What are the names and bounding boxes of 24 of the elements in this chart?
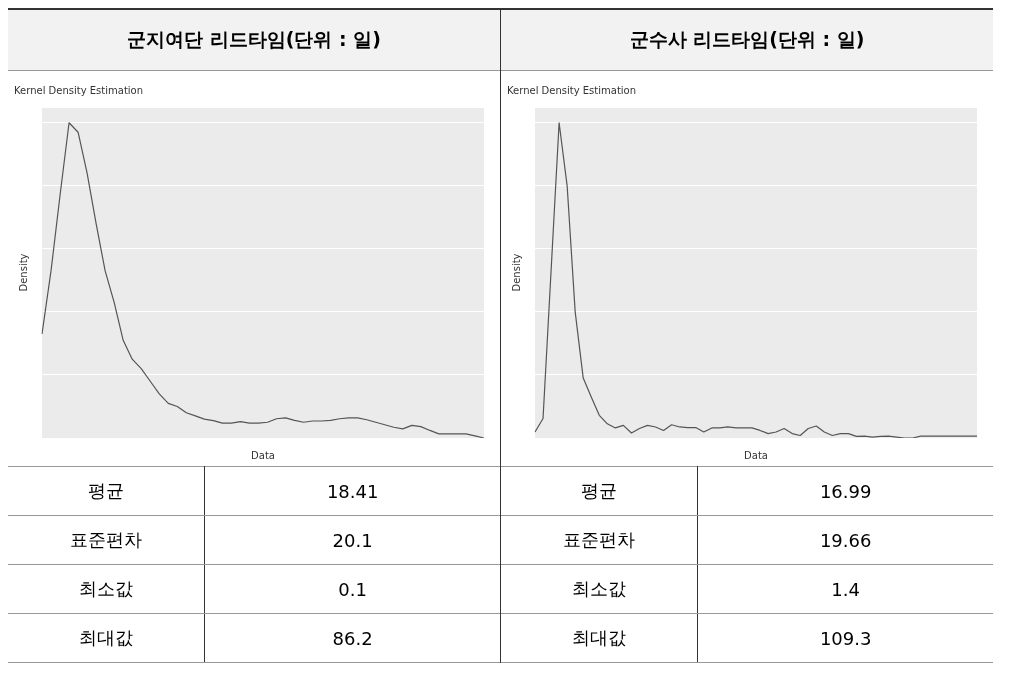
- text: 86.2: [204, 613, 500, 663]
- text: 평균: [501, 466, 698, 516]
- chart-subtitle: Kernel Density Estimation: [14, 84, 144, 96]
- text: 최소값: [8, 564, 205, 614]
- text: 표준편차: [8, 515, 205, 565]
- x-axis-title: Data: [251, 449, 275, 461]
- x-axis-title: Data: [744, 449, 768, 461]
- y-axis-title: Density: [510, 253, 522, 292]
- text: 최대값: [501, 613, 698, 663]
- text: 1.4: [697, 564, 993, 614]
- text: 최대값: [8, 613, 205, 663]
- text: 19.66: [697, 515, 993, 565]
- chart-title: 군지여단 리드타임(단위 : 일): [8, 8, 500, 71]
- chart-subtitle: Kernel Density Estimation: [507, 84, 637, 96]
- text: 18.41: [204, 466, 500, 516]
- text: 16.99: [697, 466, 993, 516]
- text: 0.1: [204, 564, 500, 614]
- text: 20.1: [204, 515, 500, 565]
- text: 표준편차: [501, 515, 698, 565]
- text: 최소값: [501, 564, 698, 614]
- text: 109.3: [697, 613, 993, 663]
- y-axis-title: Density: [17, 253, 29, 292]
- text: 평균: [8, 466, 205, 516]
- chart-title: 군수사 리드타임(단위 : 일): [501, 8, 993, 71]
